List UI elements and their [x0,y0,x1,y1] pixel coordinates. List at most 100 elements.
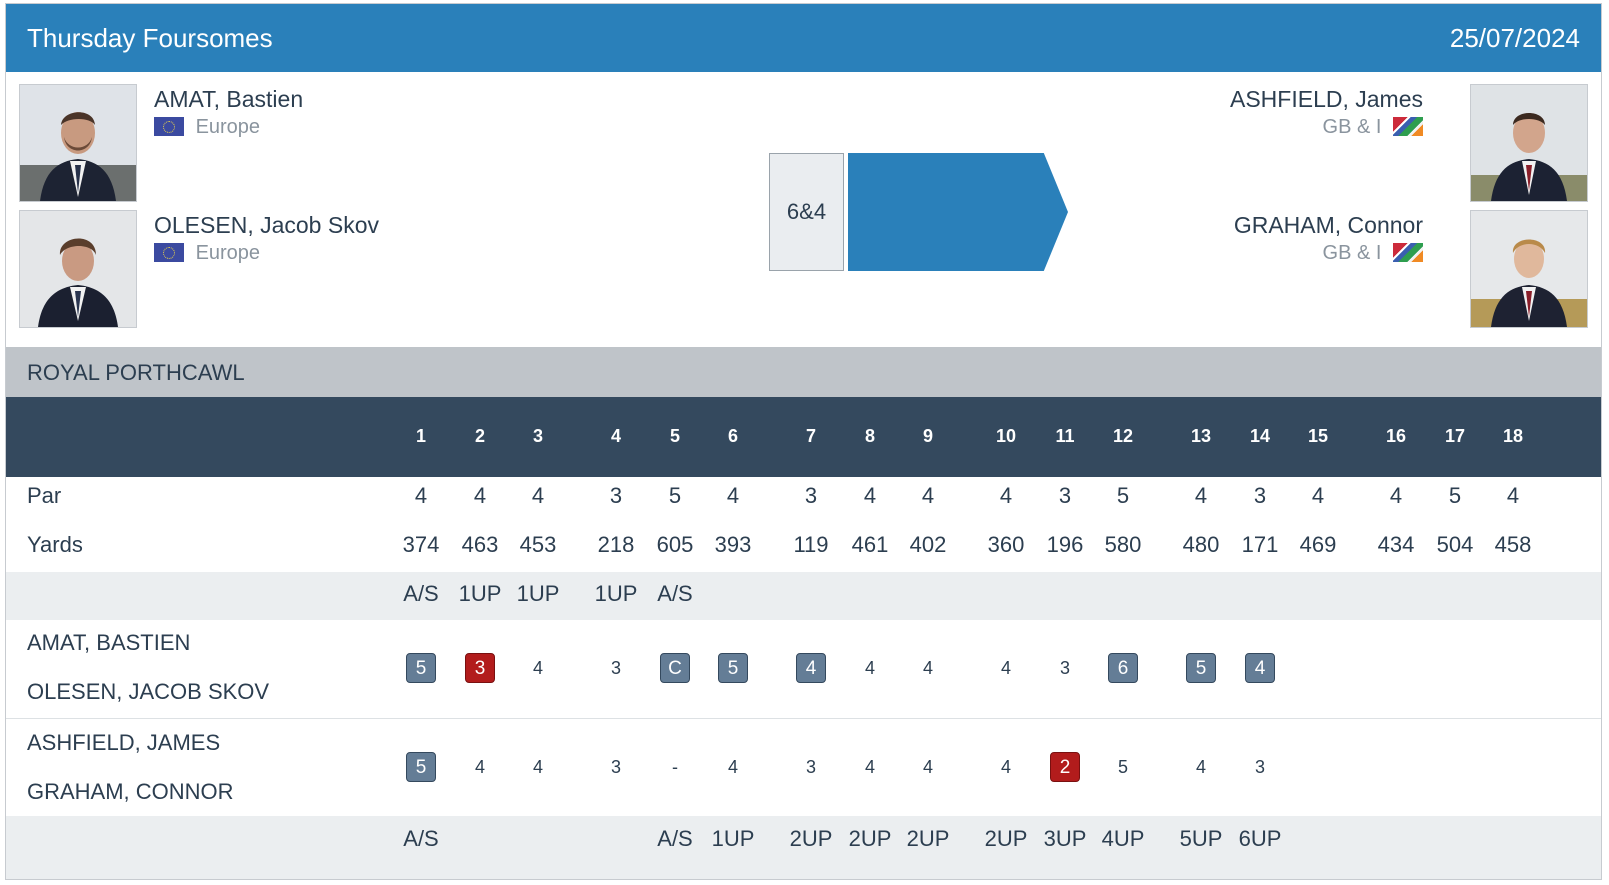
team_a-score-hole-8: 4 [864,658,875,678]
team-a-player-2: OLESEN, JACOB SKOV [27,679,270,704]
player-photo-olesen [19,210,137,328]
player-avatar [1471,85,1587,201]
match-status-value: 5UP [1179,826,1223,851]
holes-header: 1 2 3 4 5 6 7 8 9 10 11 12 13 14 15 16 17 18 [6,397,1601,477]
player-avatar [1471,211,1587,327]
match-status-value: 1UP [516,581,560,606]
score-badge: 5 [406,653,436,683]
team_b-score-hole-13: 4 [1195,757,1206,777]
score-badge: C [660,653,690,683]
yards-value: 402 [909,532,947,557]
par-value: 4 [1389,483,1403,508]
par-label: Par [27,483,62,508]
par-value: 3 [609,483,623,508]
par-value: 5 [1448,483,1462,508]
gbi-flag-icon [1393,117,1423,136]
team_b-score-hole-5: - [672,757,678,777]
right-player-1-team: GB & I [1323,116,1423,139]
player-photo-ashfield [1470,84,1588,202]
match-result-score: 6&4 [769,153,844,271]
par-value: 4 [473,483,487,508]
hole-number-14: 14 [1249,426,1271,446]
par-value: 4 [863,483,877,508]
score-badge: 5 [1186,653,1216,683]
match-status-value: 2UP [789,826,833,851]
team_a-score-hole-4: 3 [610,658,621,678]
hole-number-9: 9 [922,426,933,446]
hole-number-5: 5 [669,426,680,446]
match-status-value: 3UP [1043,826,1087,851]
course-name: ROYAL PORTHCAWL [27,360,245,385]
team_b-score-hole-4: 3 [610,757,621,777]
match-status-value: 2UP [984,826,1028,851]
yards-value: 196 [1046,532,1084,557]
par-value: 4 [1311,483,1325,508]
hole-number-6: 6 [727,426,738,446]
yards-value: 504 [1436,532,1474,557]
yards-value: 360 [987,532,1025,557]
team_a-score-hole-6: 5 [703,653,763,683]
score-badge: 4 [796,653,826,683]
hole-number-17: 17 [1444,426,1466,446]
right-player-1-name[interactable]: ASHFIELD, James [1230,86,1423,112]
yards-value: 580 [1104,532,1142,557]
match-status-value: A/S [657,826,693,851]
par-value: 3 [1058,483,1072,508]
yards-value: 461 [851,532,889,557]
team_b-score-hole-14: 3 [1254,757,1265,777]
yards-value: 119 [793,532,829,557]
yards-label: Yards [27,532,83,557]
yards-value: 374 [402,532,440,557]
hole-number-4: 4 [610,426,621,446]
team-divider [6,718,1601,719]
result-score-text: 6&4 [786,199,827,224]
player-photo-amat [19,84,137,202]
team_a-score-hole-11: 3 [1059,658,1070,678]
yards-value: 218 [597,532,635,557]
team_a-score-hole-10: 4 [1000,658,1011,678]
score-badge: 4 [1245,653,1275,683]
birdie-badge: 2 [1050,752,1080,782]
hole-number-8: 8 [864,426,875,446]
par-value: 5 [668,483,682,508]
team_a-score-hole-13: 5 [1171,653,1231,683]
right-player-2-team: GB & I [1323,242,1423,265]
hole-number-12: 12 [1112,426,1134,446]
team_a-score-hole-3: 4 [532,658,543,678]
yards-value: 434 [1377,532,1415,557]
match-status-value: A/S [403,826,439,851]
score-badge: 5 [718,653,748,683]
hole-number-13: 13 [1190,426,1212,446]
yards-value: 171 [1241,532,1279,557]
left-player-2-name[interactable]: OLESEN, Jacob Skov [154,212,379,238]
team-label: GB & I [1322,242,1382,264]
left-player-2-team: Europe [154,242,260,265]
team-a-player-1: AMAT, BASTIEN [27,630,191,655]
yards-value: 605 [656,532,694,557]
hole-number-1: 1 [415,426,426,446]
team_b-score-hole-9: 4 [922,757,933,777]
team-label: Europe [195,242,261,264]
par-value: 5 [1116,483,1130,508]
hole-number-11: 11 [1055,426,1075,446]
team_b-score-hole-10: 4 [1000,757,1011,777]
hole-number-16: 16 [1385,426,1407,446]
team-b-player-1: ASHFIELD, JAMES [27,730,221,755]
status-row-bottom [6,816,1601,879]
right-player-2-name[interactable]: GRAHAM, Connor [1233,212,1423,238]
left-player-1-team: Europe [154,116,260,139]
hole-number-18: 18 [1502,426,1524,446]
match-scorecard: Thursday Foursomes 25/07/2024 AMAT, Bast… [5,3,1602,880]
match-status-value: 2UP [848,826,892,851]
par-value: 3 [804,483,818,508]
team-label: GB & I [1322,116,1382,138]
match-status-value: 1UP [711,826,755,851]
team_b-score-hole-12: 5 [1117,757,1128,777]
yards-value: 453 [519,532,557,557]
yards-value: 480 [1182,532,1220,557]
player-avatar [20,211,136,327]
left-player-1-name[interactable]: AMAT, Bastien [154,86,304,112]
team_a-score-hole-12: 6 [1093,653,1153,683]
team-b-player-2: GRAHAM, CONNOR [27,779,234,804]
match-status-value: 1UP [458,581,502,606]
